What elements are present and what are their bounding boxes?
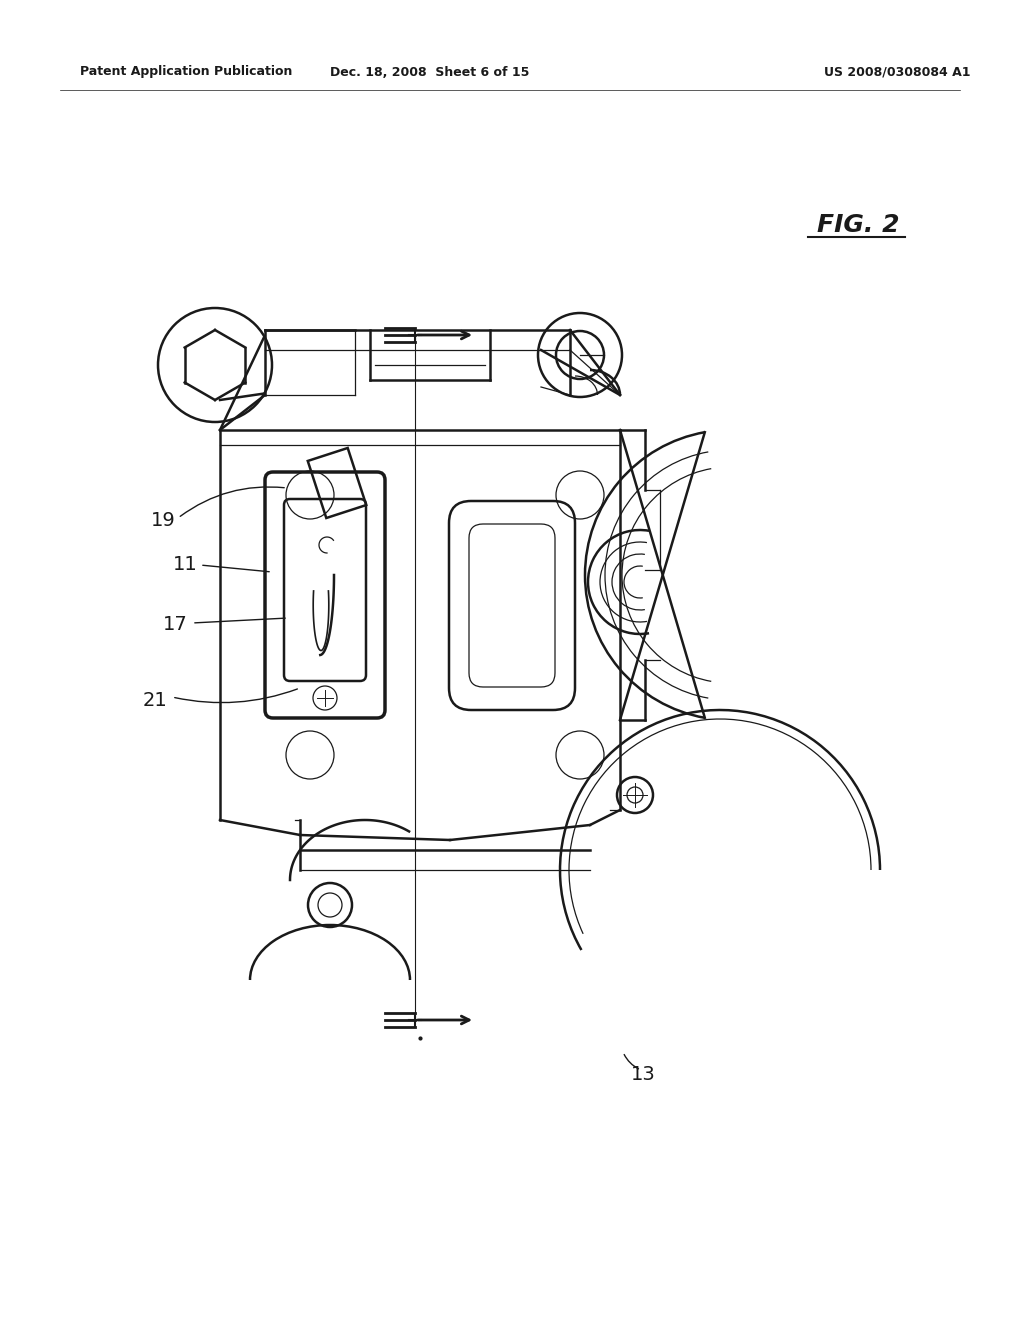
Text: Dec. 18, 2008  Sheet 6 of 15: Dec. 18, 2008 Sheet 6 of 15 bbox=[331, 66, 529, 78]
Text: 19: 19 bbox=[151, 511, 175, 529]
Text: 13: 13 bbox=[631, 1065, 655, 1085]
Text: FIG. 2: FIG. 2 bbox=[817, 213, 899, 238]
Text: 21: 21 bbox=[142, 690, 167, 710]
Text: 17: 17 bbox=[163, 615, 187, 635]
Text: Patent Application Publication: Patent Application Publication bbox=[80, 66, 293, 78]
Text: 11: 11 bbox=[173, 556, 198, 574]
Text: US 2008/0308084 A1: US 2008/0308084 A1 bbox=[823, 66, 970, 78]
